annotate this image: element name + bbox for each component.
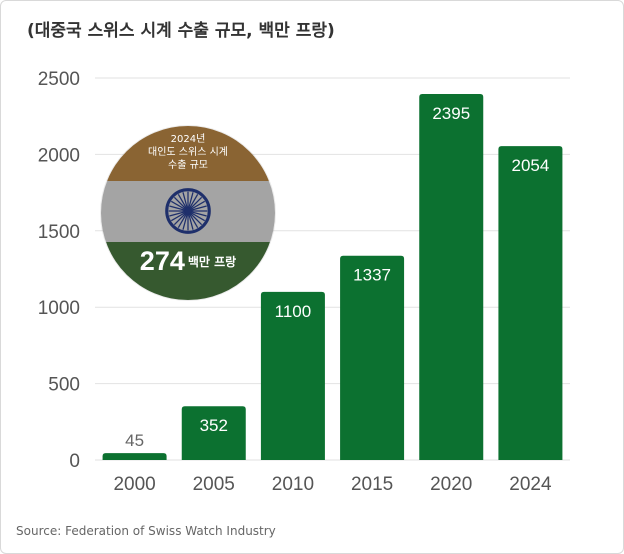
bar-value-label: 352 xyxy=(200,416,228,435)
chakra-spoke xyxy=(187,205,207,212)
x-tick-label: 2020 xyxy=(430,474,472,495)
x-tick-label: 2024 xyxy=(509,474,552,495)
bar xyxy=(498,146,563,460)
bar xyxy=(419,94,484,460)
chart-title: (대중국 스위스 시계 수출 규모, 백만 프랑) xyxy=(27,21,335,41)
chakra-spoke xyxy=(187,210,194,230)
bar xyxy=(340,255,405,460)
y-tick-label: 1000 xyxy=(38,298,80,319)
flag-stripe-saffron xyxy=(101,126,275,181)
source-note: Source: Federation of Swiss Watch Indust… xyxy=(16,524,276,538)
y-tick-label: 0 xyxy=(69,451,80,472)
badge-caption: 2024년 대인도 스위스 시계 수출 규모 xyxy=(101,133,275,172)
bar-value-label: 1337 xyxy=(353,266,391,285)
x-tick-label: 2000 xyxy=(113,474,155,495)
y-tick-label: 500 xyxy=(48,375,80,396)
x-tick-label: 2005 xyxy=(193,474,235,495)
badge-line1: 대인도 스위스 시계 xyxy=(148,147,228,158)
badge-unit: 백만 프랑 xyxy=(187,255,237,269)
bar-value-label: 45 xyxy=(125,431,144,450)
y-tick-label: 2500 xyxy=(38,69,80,90)
chakra-spoke xyxy=(173,196,189,212)
chakra-spoke xyxy=(187,196,203,212)
chakra-spoke xyxy=(170,210,189,222)
bar xyxy=(102,453,167,460)
chakra-spoke xyxy=(187,210,199,229)
bar-value-label: 2054 xyxy=(512,156,550,175)
chakra-spoke xyxy=(182,210,189,230)
chakra-spoke xyxy=(187,210,203,226)
x-tick-label: 2010 xyxy=(272,474,314,495)
y-tick-label: 2000 xyxy=(38,145,80,166)
chakra-spoke xyxy=(170,200,189,212)
bar xyxy=(181,406,246,460)
badge-value: 274 백만 프랑 xyxy=(101,246,275,277)
chakra-spoke xyxy=(187,200,206,212)
india-export-badge: 2024년 대인도 스위스 시계 수출 규모 274 백만 프랑 xyxy=(101,126,275,300)
flag-stripe-green xyxy=(101,242,275,300)
chakra-spoke xyxy=(173,210,189,226)
ashoka-chakra-icon xyxy=(165,188,211,234)
badge-line2: 수출 규모 xyxy=(168,160,208,171)
x-tick-label: 2015 xyxy=(351,474,393,495)
chakra-spoke xyxy=(187,210,207,217)
badge-year: 2024년 xyxy=(170,134,206,145)
bar xyxy=(260,291,325,460)
chakra-spoke xyxy=(169,205,189,212)
y-tick-label: 1500 xyxy=(38,222,80,243)
chakra-spoke xyxy=(187,192,194,212)
bar-value-label: 1100 xyxy=(275,302,312,321)
chakra-spoke xyxy=(182,192,189,212)
chakra-spoke xyxy=(177,210,189,229)
chakra-spoke xyxy=(187,193,199,212)
chakra-spoke xyxy=(169,210,189,217)
chakra-spoke xyxy=(187,210,206,222)
chakra-spoke xyxy=(177,193,189,212)
bar-value-label: 2395 xyxy=(432,104,470,123)
badge-number: 274 xyxy=(139,246,185,276)
